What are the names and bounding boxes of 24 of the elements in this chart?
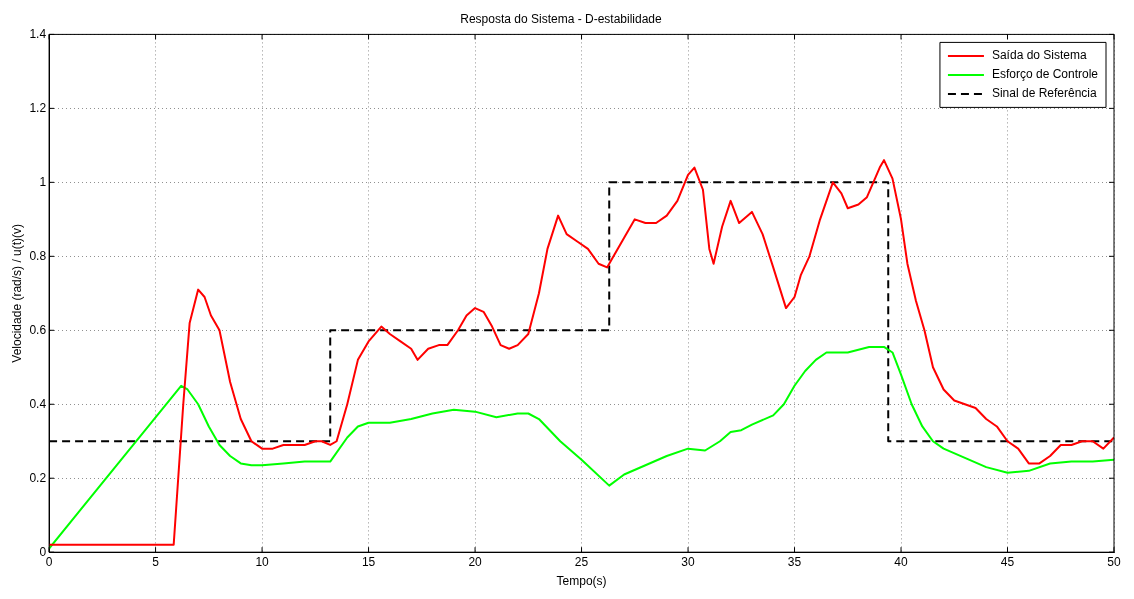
x-tick-label: 5 <box>152 554 160 569</box>
x-tick-label: 40 <box>894 554 909 569</box>
y-axis-title: Velocidade (rad/s) / u(t)(v) <box>9 223 24 363</box>
x-tick-label: 20 <box>468 554 483 569</box>
x-tick-label: 10 <box>255 554 270 569</box>
x-axis-title: Tempo(s) <box>556 574 607 589</box>
y-tick-label: 0 <box>39 544 47 559</box>
legend-label: Sinal de Referência <box>991 86 1097 101</box>
x-tick-label: 35 <box>787 554 802 569</box>
x-tick-label: 50 <box>1107 554 1121 569</box>
y-tick-label: 1.2 <box>29 100 47 115</box>
y-tick-label: 0.8 <box>29 248 47 263</box>
legend-label: Esforço de Controle <box>991 67 1099 82</box>
x-tick-label: 45 <box>1000 554 1015 569</box>
x-tick-label: 15 <box>361 554 376 569</box>
y-tick-label: 1 <box>39 174 47 189</box>
y-tick-label: 0.4 <box>29 396 47 411</box>
x-tick-label: 30 <box>681 554 696 569</box>
y-tick-label: 0.2 <box>29 470 47 485</box>
legend-label: Saída do Sistema <box>991 48 1087 63</box>
y-tick-label: 1.4 <box>29 26 47 41</box>
chart-title: Resposta do Sistema - D-estabilidade <box>460 11 663 26</box>
y-tick-label: 0.6 <box>29 322 47 337</box>
x-tick-label: 25 <box>574 554 589 569</box>
